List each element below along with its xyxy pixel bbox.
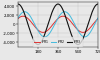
$F_{R1}$ bbox=[97, 18, 99, 19]
$F_{R3}$ bbox=[80, 42, 82, 43]
$F_{R3}$ bbox=[37, 44, 39, 45]
$F_{R3}$ bbox=[95, 5, 96, 6]
$F_{R3}$ bbox=[56, 4, 58, 5]
$F_{R3}$ bbox=[95, 5, 96, 6]
$F_{R1}$ bbox=[56, 19, 58, 20]
Line: $F_{R2}$: $F_{R2}$ bbox=[18, 12, 98, 37]
$F_{R1}$ bbox=[82, 32, 84, 33]
$F_{R3}$ bbox=[54, 6, 55, 7]
$F_{R2}$ bbox=[64, 11, 65, 12]
$F_{R1}$ bbox=[22, 16, 24, 17]
$F_{R2}$ bbox=[22, 12, 23, 13]
Y-axis label: Force (N): Force (N) bbox=[0, 15, 1, 34]
$F_{R2}$ bbox=[95, 22, 96, 23]
Legend: $F_{R1}$, $F_{R2}$, $F_{R3}$: $F_{R1}$, $F_{R2}$, $F_{R3}$ bbox=[34, 37, 82, 47]
Line: $F_{R3}$: $F_{R3}$ bbox=[18, 4, 98, 45]
$F_{R1}$ bbox=[17, 18, 19, 19]
$F_{R1}$ bbox=[22, 16, 23, 17]
Line: $F_{R1}$: $F_{R1}$ bbox=[18, 16, 98, 32]
